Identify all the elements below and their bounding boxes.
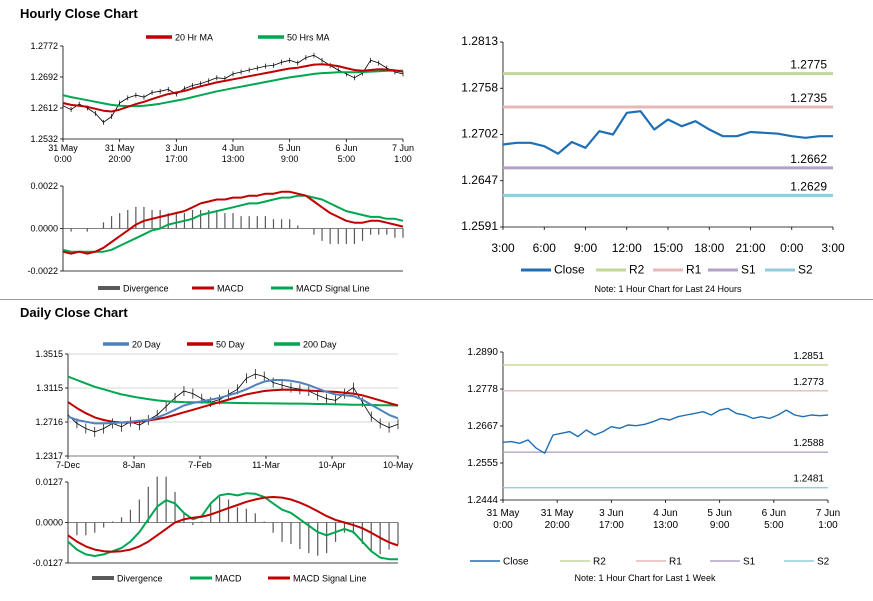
hourly-pivot-legend-r2-label: R2 xyxy=(629,263,645,277)
hourly-pivot-r2-label: 1.2775 xyxy=(790,58,827,72)
hourly-pivot-x-tick-label: 0:00 xyxy=(780,241,804,255)
weekly-pivot-x-tick-label: 3 Jun 17:00 xyxy=(599,508,624,531)
hourly-price-x-tick-label: 3 Jun 17:00 xyxy=(165,143,188,164)
daily-macd-line xyxy=(67,492,398,561)
weekly-pivot-x-tick-label: 31 May 20:00 xyxy=(541,508,574,531)
weekly-pivot-x-tick-label: 5 Jun 9:00 xyxy=(707,508,731,531)
weekly-pivot-x-tick-label: 6 Jun 5:00 xyxy=(762,508,786,531)
hourly-macd-y-tick-label: 0.0000 xyxy=(30,224,58,234)
hourly-legend-macd-label: MACD xyxy=(217,284,244,294)
hourly-macd-y-tick-label: 0.0022 xyxy=(30,181,58,191)
weekly-pivot-y-tick-label: 1.2778 xyxy=(467,384,498,395)
hourly-pivot-x-tick-label: 3:00 xyxy=(491,241,515,255)
daily-legend-200day-label: 200 Day xyxy=(303,340,337,350)
daily-price-x-tick-label: 10-May xyxy=(383,460,414,470)
daily-price-y-tick-label: 1.2716 xyxy=(35,417,63,427)
weekly-pivot-r2-label: 1.2851 xyxy=(793,351,824,362)
hourly-pivot-y-tick-label: 1.2813 xyxy=(461,34,498,48)
hourly-section-title: Hourly Close Chart xyxy=(20,6,138,21)
hourly-price-x-tick-label: 4 Jun 13:00 xyxy=(222,143,245,164)
hourly-pivot-r1-label: 1.2735 xyxy=(790,91,827,105)
hourly-price-y-tick-label: 1.2692 xyxy=(30,72,58,82)
hourly-legend-divergence-label: Divergence xyxy=(123,284,169,294)
hourly-pivot-x-tick-label: 18:00 xyxy=(694,241,724,255)
hourly-price-y-tick-label: 1.2532 xyxy=(30,134,58,144)
section-divider xyxy=(0,299,873,300)
hourly-pivot-y-tick-label: 1.2647 xyxy=(461,173,498,187)
daily-20day-line xyxy=(67,379,399,425)
daily-price-y-tick-label: 1.2317 xyxy=(35,451,63,461)
weekly-pivot-y-tick-label: 1.2890 xyxy=(467,347,498,358)
hourly-price-x-tick-label: 6 Jun 5:00 xyxy=(335,143,357,164)
hourly-price-x-tick-label: 7 Jun 1:00 xyxy=(392,143,414,164)
weekly-pivot-r1-label: 1.2773 xyxy=(793,377,824,388)
daily-legend-20day-label: 20 Day xyxy=(132,340,161,350)
hourly-pivot-note: Note: 1 Hour Chart for Last 24 Hours xyxy=(594,284,742,294)
hourly-pivot-s2-label: 1.2629 xyxy=(790,179,827,193)
weekly-pivot-note: Note: 1 Hour Chart for Last 1 Week xyxy=(575,573,716,583)
daily-legend-divergence-label: Divergence xyxy=(117,574,163,584)
weekly-pivot-legend-r1-label: R1 xyxy=(669,557,682,568)
daily-legend-macd-label: MACD xyxy=(215,574,242,584)
hourly-pivot-legend-s2-label: S2 xyxy=(798,263,813,277)
hourly-20hr-ma-line xyxy=(62,63,404,113)
weekly-pivot-x-tick-label: 4 Jun 13:00 xyxy=(653,508,678,531)
hourly-macd-signal-line xyxy=(62,194,404,253)
hourly-pivot-legend-close-label: Close xyxy=(554,263,585,277)
hourly-pivot-x-tick-label: 6:00 xyxy=(533,241,557,255)
hourly-pivot-s1-label: 1.2662 xyxy=(790,152,827,166)
hourly-price-y-tick-label: 1.2772 xyxy=(30,41,58,51)
daily-section-title: Daily Close Chart xyxy=(20,305,128,320)
daily-price-x-tick-label: 10-Apr xyxy=(318,460,345,470)
hourly-pivot-legend-r1-label: R1 xyxy=(686,263,702,277)
daily-legend-macd-signal-label: MACD Signal Line xyxy=(293,574,367,584)
daily-macd-y-tick-label: -0.0127 xyxy=(32,558,63,568)
weekly-pivot-y-tick-label: 1.2444 xyxy=(467,495,498,506)
hourly-pivot-x-tick-label: 9:00 xyxy=(574,241,598,255)
hourly-legend-macd-signal-label: MACD Signal Line xyxy=(296,284,370,294)
hourly-price-x-tick-label: 5 Jun 9:00 xyxy=(279,143,301,164)
hourly-pivot-legend-s1-label: S1 xyxy=(741,263,756,277)
hourly-pivot-x-tick-label: 15:00 xyxy=(653,241,683,255)
hourly-price-y-tick-label: 1.2612 xyxy=(30,103,58,113)
daily-macd-y-tick-label: 0.0000 xyxy=(35,518,63,528)
daily-macd-signal-line xyxy=(67,496,399,553)
daily-legend-50day-label: 50 Day xyxy=(216,340,245,350)
weekly-pivot-legend-close-label: Close xyxy=(503,557,529,568)
hourly-pivot-x-tick-label: 3:00 xyxy=(821,241,845,255)
hourly-pivot-y-tick-label: 1.2702 xyxy=(461,127,498,141)
daily-price-x-tick-label: 7-Dec xyxy=(56,460,81,470)
weekly-pivot-s2-label: 1.2481 xyxy=(793,474,824,485)
hourly-price-x-tick-label: 31 May 0:00 xyxy=(48,143,78,164)
hourly-legend-20hr-ma-label: 20 Hr MA xyxy=(175,33,213,43)
hourly-macd-y-tick-label: -0.0022 xyxy=(27,266,58,276)
hourly-price-x-tick-label: 31 May 20:00 xyxy=(105,143,135,164)
daily-price-x-tick-label: 11-Mar xyxy=(252,460,280,470)
hourly-pivot-x-tick-label: 21:00 xyxy=(735,241,765,255)
daily-200day-line xyxy=(67,375,399,407)
weekly-pivot-close-line xyxy=(502,407,829,454)
hourly-50hr-ma-line xyxy=(62,69,403,108)
weekly-pivot-y-tick-label: 1.2667 xyxy=(467,421,498,432)
daily-price-y-tick-label: 1.3115 xyxy=(36,383,63,393)
daily-macd-y-tick-label: 0.0127 xyxy=(35,477,63,487)
hourly-pivot-y-tick-label: 1.2591 xyxy=(461,219,498,233)
weekly-pivot-x-tick-label: 7 Jun 1:00 xyxy=(816,508,840,531)
daily-price-x-tick-label: 8-Jan xyxy=(123,460,146,470)
hourly-macd-line xyxy=(62,190,404,255)
weekly-pivot-y-tick-label: 1.2555 xyxy=(467,458,498,469)
weekly-pivot-x-tick-label: 31 May 0:00 xyxy=(487,508,520,531)
weekly-pivot-legend-s1-label: S1 xyxy=(743,557,756,568)
weekly-pivot-legend-s2-label: S2 xyxy=(817,557,830,568)
hourly-legend-50hrs-ma-label: 50 Hrs MA xyxy=(287,33,330,43)
hourly-pivot-close-line xyxy=(502,110,833,155)
daily-price-y-tick-label: 1.3515 xyxy=(35,349,63,359)
daily-price-x-tick-label: 7-Feb xyxy=(188,460,212,470)
hourly-pivot-x-tick-label: 12:00 xyxy=(612,241,642,255)
weekly-pivot-legend-r2-label: R2 xyxy=(593,557,606,568)
weekly-pivot-s1-label: 1.2588 xyxy=(793,438,824,449)
hourly-pivot-y-tick-label: 1.2758 xyxy=(461,80,498,94)
